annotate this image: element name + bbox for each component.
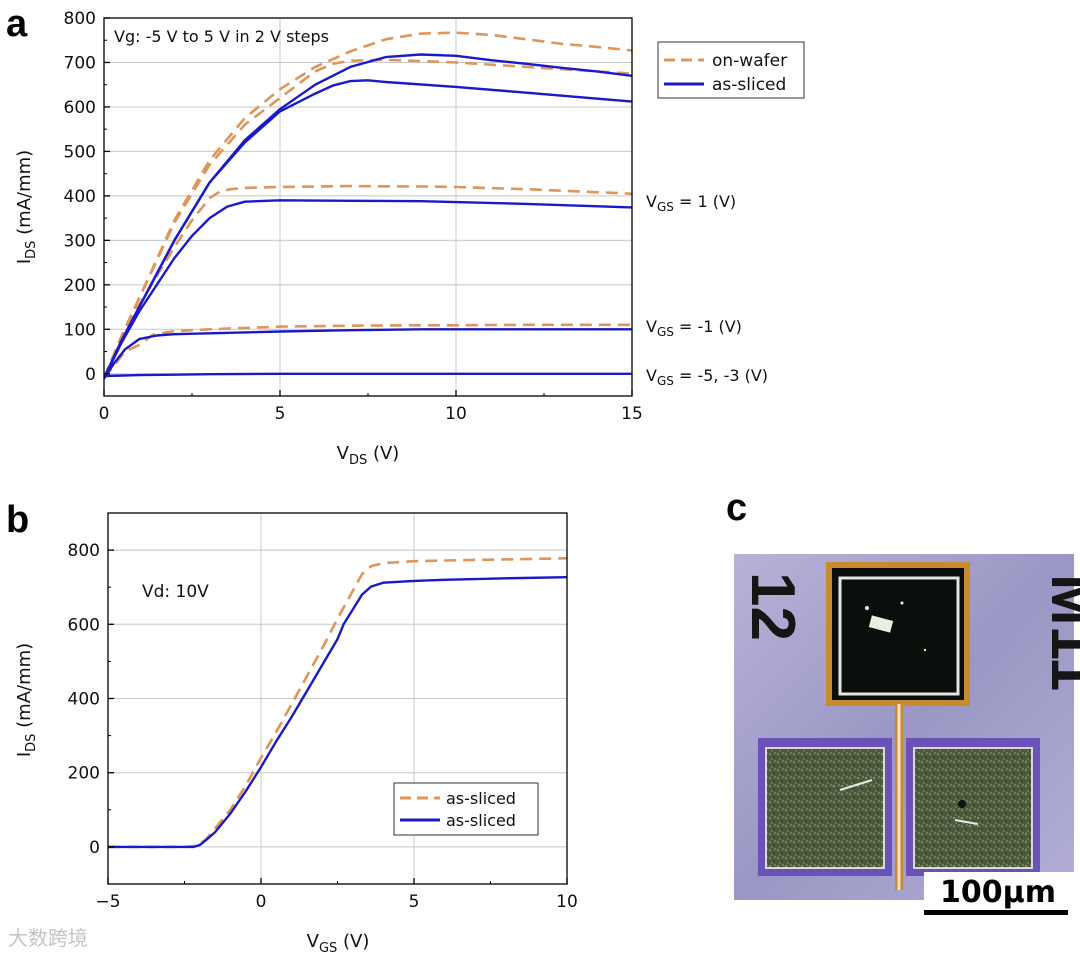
panel-b-xlabel: VGS (V) [307,931,370,956]
panel-a-xlabel-unit: (V) [367,443,399,464]
panel-a-xlabel-main: V [337,443,350,464]
panel-a-series-0-curve-0 [104,323,632,380]
curve-label-vgs-minus1-sub: GS [657,325,674,339]
panel-a-xtick-label-2: 10 [445,404,467,424]
panel-a-ytick-label-1: 100 [64,320,96,340]
panel-a-ytick-label-8: 800 [64,9,96,29]
panel-a-series-0-curve-1 [104,184,632,379]
panel-a-xtick-label-1: 5 [275,404,286,424]
gate-pad [832,568,964,700]
panel-b-chart: −5 0 5 10 0 200 400 600 800 Vd: 10V VGS (V) IDS … [14,512,578,956]
panel-b-xtick-label-1: 0 [256,892,267,912]
panel-b-ytick-label-3: 600 [68,615,100,635]
curve-label-vgs-1: VGS = 1 (V) [646,192,736,214]
panel-c-micrograph: 12 M11 100μm [734,554,1080,915]
curve-label-vgs-1-sub: GS [657,200,674,214]
panel-b-ytick-label-1: 200 [68,764,100,784]
panel-b-ticks: −5 0 5 10 0 200 400 600 800 [68,541,578,912]
curve-label-vgs-minus1: VGS = -1 (V) [646,317,742,339]
drain-pad [913,747,1033,869]
panel-a-ytick-label-7: 700 [64,53,96,73]
panel-b-ylabel-sub: DS [24,734,39,752]
panel-a-series-1-curve-1 [104,328,632,380]
panel-b-ytick-label-2: 400 [68,690,100,710]
panel-b-xlabel-sub: GS [319,941,337,956]
panel-b-legend-label-dashed: as-sliced [446,789,516,808]
scale-bar [924,910,1068,915]
gate-pad-debris [865,601,927,652]
panel-a-ticks: 0 5 10 15 0 100 200 300 400 500 600 700 800 [64,9,643,424]
panel-b-xlabel-main: V [307,931,320,952]
panel-a-ytick-label-5: 500 [64,142,96,162]
panel-a-legend-label-on-wafer: on-wafer [712,51,787,71]
curve-label-vgs-minus1-value: = -1 (V) [674,317,742,336]
curve-label-vgs-minus5-main: V [646,366,657,385]
gate-pad-inner-frame [838,576,960,696]
panel-b-legend-label-solid: as-sliced [446,811,516,830]
panel-a-series-0-curve-2 [104,58,632,379]
curve-label-vgs-minus5-sub: GS [657,374,674,388]
panel-a-ylabel-unit: (mA/mm) [14,150,35,241]
panel-a-series-1-curve-4 [104,53,632,380]
panel-a-ylabel: IDS (mA/mm) [14,150,39,264]
panel-a-ytick-label-4: 400 [64,187,96,207]
panel-a-ylabel-sub: DS [24,241,39,259]
panel-b-ylabel-unit: (mA/mm) [14,643,35,734]
panel-c-letter: c [726,487,747,529]
panel-b-ytick-label-0: 0 [89,838,100,858]
panel-b-xlabel-unit: (V) [337,931,369,952]
panel-a-grid [104,18,632,396]
curve-label-vgs-minus5-minus3: VGS = -5, -3 (V) [646,366,768,388]
watermark: 大数跨境 [8,926,88,950]
panel-b-ytick-label-4: 800 [68,541,100,561]
panel-b-xtick-label-0: −5 [95,892,120,912]
panel-b-legend-box [393,782,539,836]
panel-a-ytick-label-0: 0 [85,365,96,385]
panel-a-frame [103,17,633,397]
curve-label-vgs-1-main: V [646,192,657,211]
panel-b-xtick-label-2: 5 [409,892,420,912]
panel-b-legend: as-sliced as-sliced [393,782,539,836]
panel-a-ytick-label-6: 600 [64,98,96,118]
scale-bar-label: 100μm [940,875,1056,910]
panel-a-legend-label-as-sliced: as-sliced [712,75,786,95]
panel-b-annotation: Vd: 10V [142,582,209,602]
micrograph-label-12: 12 [738,572,807,641]
panel-b-ylabel-main: I [14,752,35,757]
panel-a-legend-box [657,41,805,99]
panel-b-letter: b [6,499,29,541]
panel-b-ylabel: IDS (mA/mm) [14,643,39,757]
panel-a-chart: 0 5 10 15 0 100 200 300 400 500 600 700 800 Vg: -5 V… [14,9,805,468]
panel-a-series-1-curve-2 [104,199,632,380]
panel-a-curves [104,31,632,380]
panel-b-series-1-curve-0 [108,576,567,849]
curve-label-vgs-minus5-value: = -5, -3 (V) [674,366,768,385]
panel-a-xtick-label-3: 15 [621,404,643,424]
panel-b-series-0-curve-0 [108,557,567,849]
source-pad [765,747,885,869]
curve-label-vgs-minus1-main: V [646,317,657,336]
panel-a-ytick-label-3: 300 [64,231,96,251]
panel-a-xlabel: VDS (V) [337,443,400,468]
panel-a-annotation: Vg: -5 V to 5 V in 2 V steps [114,27,329,46]
panel-a-ytick-label-2: 200 [64,276,96,296]
panel-a-letter: a [6,3,28,45]
micrograph-label-m11: M11 [1038,574,1080,691]
panel-a-xtick-label-0: 0 [99,404,110,424]
panel-b-curves [108,557,567,849]
panel-a-series-0-curve-3 [104,31,632,379]
panel-a-legend: on-wafer as-sliced [657,41,805,99]
panel-a-ylabel-main: I [14,259,35,264]
panel-a-xlabel-sub: DS [349,453,367,468]
panel-a-series-1-curve-0 [104,372,632,378]
curve-label-vgs-1-value: = 1 (V) [674,192,736,211]
panel-b-xtick-label-3: 10 [556,892,578,912]
